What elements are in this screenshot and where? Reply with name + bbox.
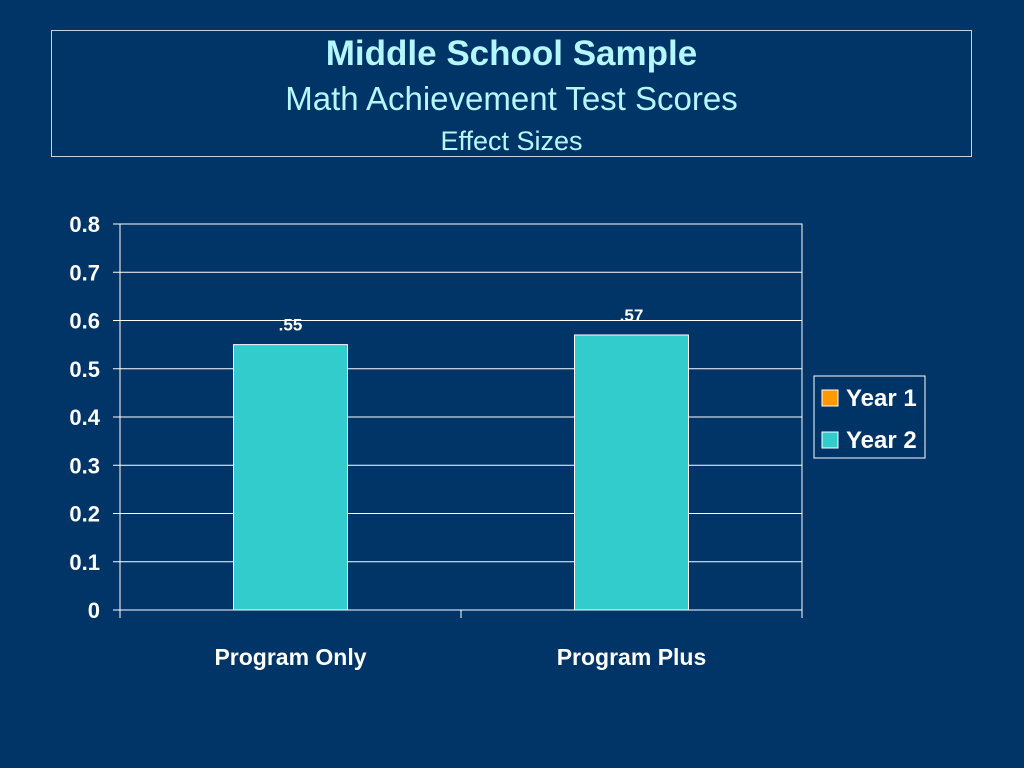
y-tick-label: 0.2 — [69, 502, 100, 527]
data-label: .57 — [620, 306, 644, 325]
chart-subtitle: Math Achievement Test Scores — [285, 80, 738, 117]
legend-label: Year 1 — [846, 385, 917, 412]
legend-swatch — [821, 389, 839, 407]
y-axis-ticks: 0 0.1 0.2 0.3 0.4 0.5 0.6 0.7 0.8 — [69, 212, 120, 623]
x-category-label: Program Plus — [557, 644, 707, 670]
bars: .55 .57 — [233, 306, 689, 611]
y-tick-label: 0 — [88, 598, 100, 623]
legend-label: Year 2 — [846, 427, 917, 454]
y-tick-label: 0.1 — [69, 550, 100, 575]
bar — [233, 344, 348, 611]
bar — [574, 334, 689, 611]
chart-title: Middle School Sample — [325, 34, 698, 73]
chart-subtitle-secondary: Effect Sizes — [440, 126, 583, 156]
legend: Year 1 Year 2 — [813, 375, 926, 459]
legend-swatch — [821, 431, 839, 449]
x-axis: Program Only Program Plus — [119, 610, 803, 670]
y-tick-label: 0.5 — [69, 357, 100, 382]
y-tick-label: 0.3 — [69, 453, 100, 478]
x-category-label: Program Only — [214, 644, 366, 670]
y-tick-label: 0.4 — [69, 405, 100, 430]
y-tick-label: 0.8 — [69, 212, 100, 237]
y-tick-label: 0.6 — [69, 309, 100, 334]
gridlines — [120, 271, 802, 563]
title-box: Middle School Sample Math Achievement Te… — [51, 30, 972, 157]
data-label: .55 — [279, 316, 303, 335]
y-tick-label: 0.7 — [69, 260, 100, 285]
